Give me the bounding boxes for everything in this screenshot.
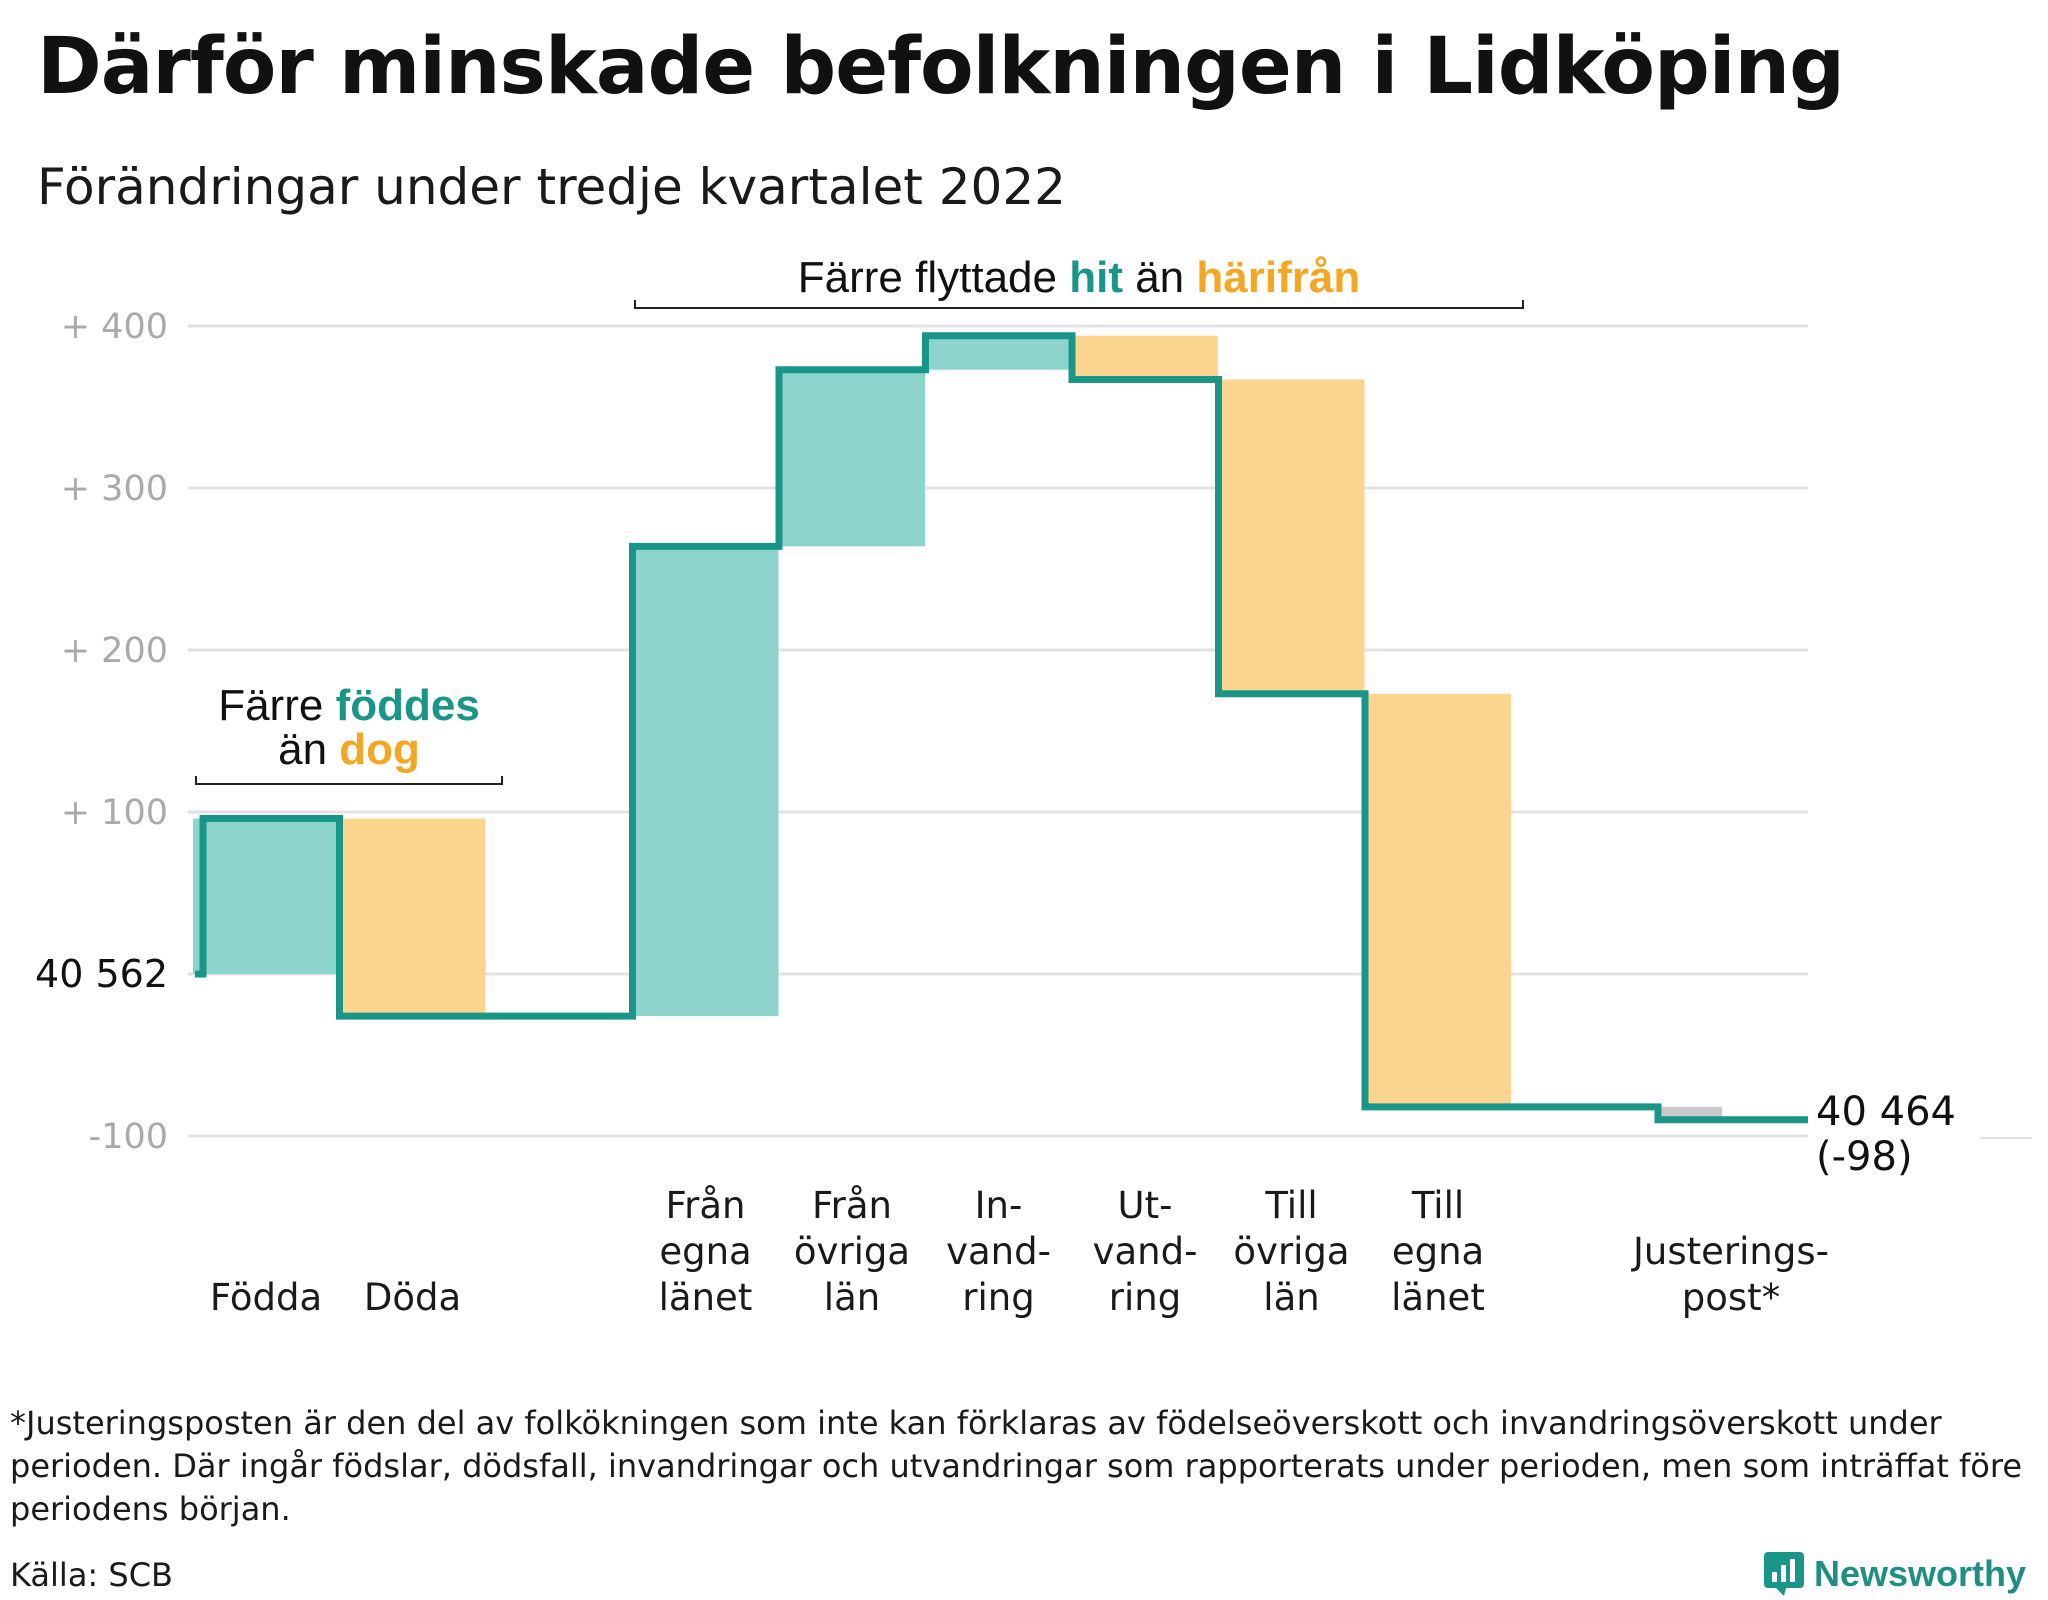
newsworthy-logo-icon: [1763, 1552, 1804, 1596]
chart-title: Därför minskade befolkningen i Lidköping: [37, 22, 1845, 112]
moves-annotation: Färre flyttade hit än härifrån: [798, 253, 1360, 302]
category-label: övriga: [794, 1230, 910, 1273]
y-tick-label: + 100: [61, 793, 168, 833]
start-value-label: 40 562: [35, 952, 168, 996]
category-label: post*: [1682, 1276, 1780, 1319]
category-label: Från: [812, 1184, 892, 1227]
births-annotation-line2: än dog: [278, 725, 420, 774]
category-label: Från: [666, 1184, 746, 1227]
bar-4: [925, 335, 1072, 370]
category-label: ring: [1109, 1276, 1181, 1319]
category-label: län: [1263, 1276, 1319, 1319]
cumulative-line: [195, 332, 1808, 1124]
bar-6: [1218, 379, 1365, 694]
category-label: Justerings-: [1631, 1230, 1829, 1273]
bar-0: [193, 818, 339, 974]
category-label: Till: [1411, 1184, 1464, 1227]
category-label: In-: [975, 1184, 1023, 1227]
brand-name: Newsworthy: [1813, 1553, 2026, 1594]
category-label: övriga: [1233, 1230, 1349, 1273]
category-label: Födda: [210, 1276, 322, 1319]
end-value-label: 40 464: [1816, 1089, 1956, 1135]
bar-7: [1365, 693, 1511, 1107]
category-label: Ut-: [1118, 1184, 1173, 1227]
category-label: län: [824, 1276, 880, 1319]
category-label: länet: [659, 1276, 753, 1319]
bar-1: [339, 818, 486, 1017]
moves-bracket: [634, 300, 1524, 309]
category-label: egna: [1392, 1230, 1484, 1273]
bar-3: [779, 369, 925, 547]
category-label: Döda: [364, 1276, 461, 1319]
category-label: ring: [962, 1276, 1034, 1319]
category-label: vand-: [1093, 1230, 1198, 1273]
births-annotation: Färre föddes: [218, 681, 480, 730]
category-label: egna: [659, 1230, 751, 1273]
y-tick-label: -100: [89, 1117, 168, 1157]
bar-5: [1072, 335, 1218, 380]
births-bracket: [195, 776, 503, 785]
end-change-label: (-98): [1816, 1134, 1913, 1180]
chart-subtitle: Förändringar under tredje kvartalet 2022: [37, 158, 1066, 216]
category-label: vand-: [946, 1230, 1051, 1273]
category-label: länet: [1391, 1276, 1485, 1319]
bar-2: [632, 546, 779, 1017]
y-tick-label: + 300: [61, 469, 168, 509]
category-label: Till: [1264, 1184, 1317, 1227]
brand-logo[interactable]: Newsworthy: [1763, 1552, 2026, 1596]
footnote: *Justeringsposten är den del av folkökni…: [10, 1404, 2023, 1528]
source-label: Källa: SCB: [10, 1556, 173, 1594]
y-tick-label: + 200: [61, 631, 168, 671]
y-tick-label: + 400: [61, 307, 168, 347]
